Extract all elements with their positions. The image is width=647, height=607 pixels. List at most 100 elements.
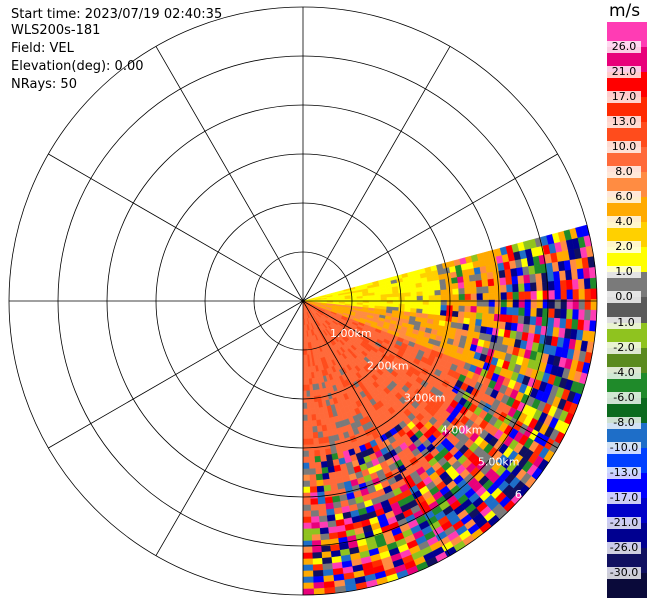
velocity-gate	[481, 312, 489, 321]
velocity-gate	[590, 309, 598, 322]
velocity-gate	[323, 581, 335, 589]
velocity-gate	[434, 309, 441, 316]
velocity-gate	[302, 504, 311, 512]
velocity-sector	[302, 224, 598, 596]
velocity-gate	[322, 478, 331, 487]
velocity-gate	[306, 396, 311, 404]
velocity-gate	[302, 390, 307, 398]
velocity-gate	[313, 581, 325, 590]
velocity-gate	[475, 312, 483, 321]
azimuth-spoke	[48, 153, 304, 302]
velocity-gate	[306, 408, 312, 416]
velocity-gate	[317, 437, 325, 445]
velocity-gate	[386, 293, 394, 298]
velocity-gate	[553, 317, 561, 329]
velocity-gate	[433, 284, 441, 291]
velocity-gate	[314, 407, 320, 415]
velocity-gate	[464, 305, 472, 313]
velocity-gate	[458, 288, 466, 295]
velocity-gate	[547, 271, 555, 282]
azimuth-spoke	[155, 300, 304, 556]
velocity-gate	[482, 306, 490, 314]
velocity-gate	[302, 468, 310, 476]
velocity-gate	[315, 473, 324, 481]
velocity-gate	[398, 292, 406, 298]
velocity-gate	[310, 516, 320, 524]
velocity-gate	[317, 497, 326, 505]
velocity-gate	[571, 319, 579, 331]
velocity-gate	[512, 283, 520, 293]
velocity-gate	[584, 288, 592, 300]
velocity-gate	[410, 304, 418, 310]
velocity-gate	[451, 282, 459, 290]
velocity-gate	[524, 307, 532, 317]
velocity-gate	[422, 304, 430, 310]
velocity-gate	[470, 293, 478, 301]
velocity-gate	[308, 450, 315, 458]
velocity-gate	[308, 462, 316, 470]
azimuth-spoke	[302, 300, 558, 449]
velocity-gate	[302, 396, 307, 404]
velocity-gate	[450, 271, 458, 279]
velocity-gate	[523, 274, 531, 284]
velocity-gate	[469, 280, 477, 289]
velocity-gate	[536, 290, 544, 301]
velocity-gate	[470, 287, 478, 295]
velocity-gate	[505, 276, 513, 286]
velocity-gate	[374, 297, 382, 301]
colorbar-tick-label: -1.0	[607, 316, 641, 329]
velocity-gate	[518, 291, 526, 301]
velocity-gate	[499, 277, 507, 286]
velocity-gate	[434, 294, 442, 301]
colorbar-tick-label: -4.0	[607, 366, 641, 379]
velocity-gate	[439, 278, 447, 286]
velocity-gate	[416, 308, 423, 314]
velocity-gate	[318, 509, 327, 517]
velocity-gate	[577, 319, 585, 331]
velocity-gate	[583, 319, 591, 332]
velocity-gate	[320, 461, 328, 469]
velocity-gate	[474, 273, 483, 282]
velocity-gate	[325, 508, 335, 516]
velocity-gate	[476, 293, 484, 301]
velocity-gate	[554, 289, 562, 300]
velocity-gate	[302, 534, 313, 542]
velocity-gate	[523, 315, 531, 326]
velocity-gate	[535, 316, 543, 327]
velocity-gate	[307, 438, 314, 446]
velocity-gate	[380, 294, 388, 298]
velocity-gate	[421, 286, 429, 292]
range-label: 6	[515, 488, 522, 501]
velocity-gate	[458, 293, 466, 301]
colorbar-tick-label: 4.0	[607, 216, 641, 229]
velocity-gate	[302, 528, 312, 536]
velocity-gate	[440, 294, 448, 301]
elevation-text: Elevation(deg): 0.00	[11, 59, 144, 74]
colorbar-tick-label: -13.0	[607, 466, 641, 479]
velocity-gate	[524, 291, 532, 300]
colorbar-tick-label: 21.0	[607, 66, 641, 79]
velocity-gate	[310, 402, 316, 409]
velocity-gate	[500, 284, 508, 293]
velocity-gate	[404, 303, 412, 309]
velocity-gate	[310, 408, 316, 415]
colorbar-tick-label: 17.0	[607, 91, 641, 104]
velocity-gate	[302, 516, 312, 524]
colorbar-tick-label: 13.0	[607, 116, 641, 129]
velocity-gate	[421, 281, 429, 288]
velocity-gate	[492, 320, 501, 330]
velocity-gate	[536, 308, 544, 318]
velocity-gate	[451, 310, 459, 318]
velocity-gate	[307, 420, 313, 428]
colorbar-tick-label: -21.0	[607, 516, 641, 529]
velocity-gate	[317, 431, 324, 439]
velocity-gate	[583, 278, 591, 290]
velocity-gate	[302, 456, 310, 464]
velocity-gate	[368, 297, 376, 301]
velocity-gate	[319, 449, 327, 457]
velocity-gate	[439, 284, 447, 291]
velocity-gate	[327, 465, 335, 474]
velocity-gate	[482, 286, 490, 294]
velocity-gate	[553, 280, 562, 291]
azimuth-spoke	[48, 300, 304, 449]
